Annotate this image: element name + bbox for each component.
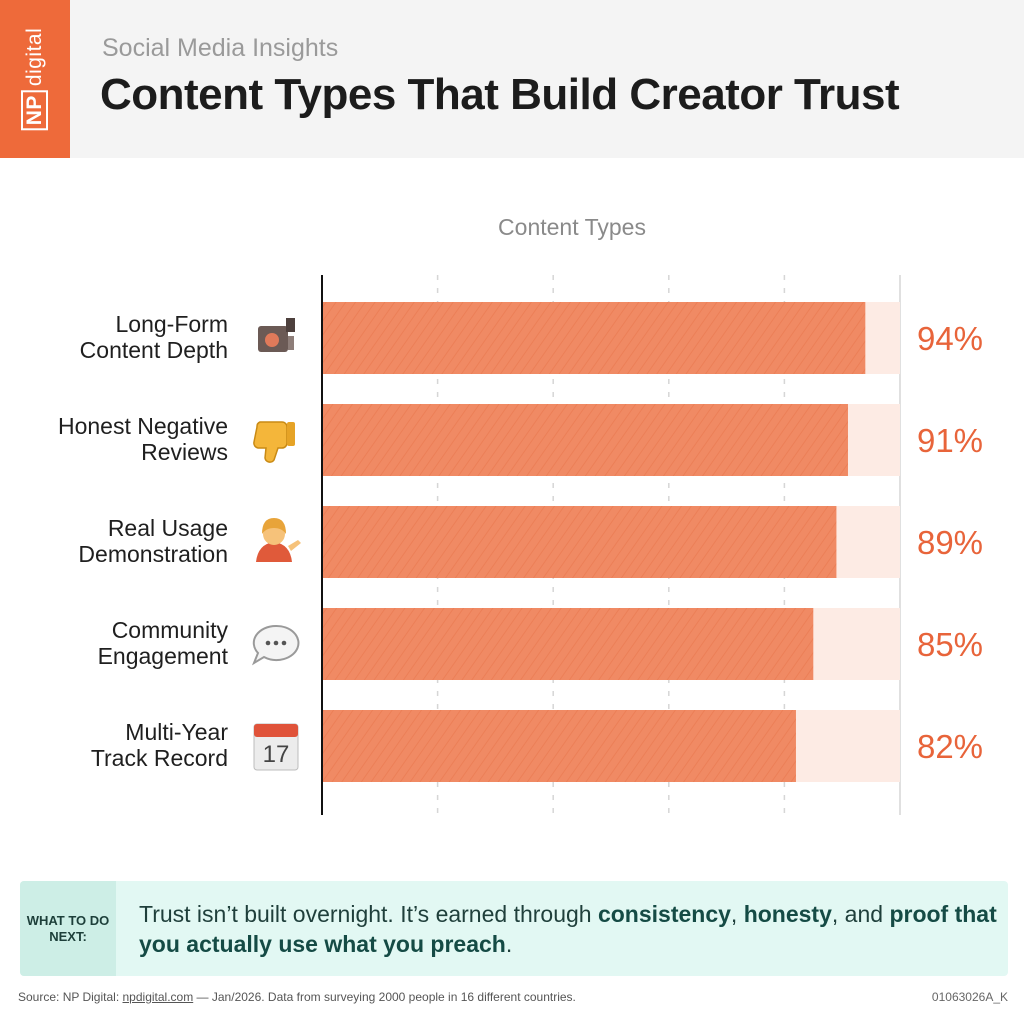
value-labels: 94% 91% 89% 85% 82%: [917, 320, 983, 765]
source-link[interactable]: npdigital.com: [122, 990, 194, 1004]
speech-bubble-icon: [251, 624, 300, 666]
value-label: 94%: [917, 320, 983, 357]
thumbs-down-icon: [253, 421, 295, 463]
svg-text:17: 17: [263, 741, 290, 768]
bars: [323, 302, 866, 782]
page-subtitle: Social Media Insights: [102, 34, 339, 62]
category-label: Honest Negative Reviews: [58, 413, 228, 465]
chart-title: Content Types: [498, 214, 646, 240]
category-labels: Long-Form Content Depth Honest Negative Rev…: [58, 311, 229, 771]
category-label: Real Usage Demonstration: [78, 515, 228, 567]
value-label: 82%: [917, 728, 983, 765]
person-presenting-icon: [256, 518, 301, 562]
callout-text: Trust isn’t built overnight. It’s earned…: [139, 901, 997, 957]
np-digital-logo[interactable]: NPdigital: [0, 0, 70, 158]
logo-text: NPdigital: [21, 28, 48, 131]
next-steps-callout: WHAT TO DO NEXT: Trust isn’t built overn…: [20, 881, 1008, 976]
bar-2: [323, 404, 848, 476]
value-label: 85%: [917, 626, 983, 663]
category-icons: 17: [251, 318, 301, 771]
page-title: Content Types That Build Creator Trust: [100, 70, 900, 119]
value-label: 91%: [917, 422, 983, 459]
document-code: 01063026A_K: [931, 990, 1008, 1004]
bar-4: [323, 608, 814, 680]
value-label: 89%: [917, 524, 983, 561]
header: NPdigital Social Media Insights Content …: [0, 0, 1024, 158]
category-label: Multi-Year Track Record: [91, 719, 229, 771]
bar-chart: Long-Form Content Depth Honest Negative Rev…: [58, 214, 983, 815]
source-note: Source: NP Digital: npdigital.com — Jan/…: [18, 990, 576, 1004]
bar-5: [323, 710, 796, 782]
category-label: Long-Form Content Depth: [80, 311, 228, 363]
calendar-icon: 17: [253, 723, 299, 771]
callout-tag: WHAT TO DO NEXT:: [20, 881, 116, 976]
video-camera-icon: [258, 318, 295, 352]
bar-1: [323, 302, 866, 374]
bar-3: [323, 506, 837, 578]
category-label: Community Engagement: [98, 617, 229, 669]
